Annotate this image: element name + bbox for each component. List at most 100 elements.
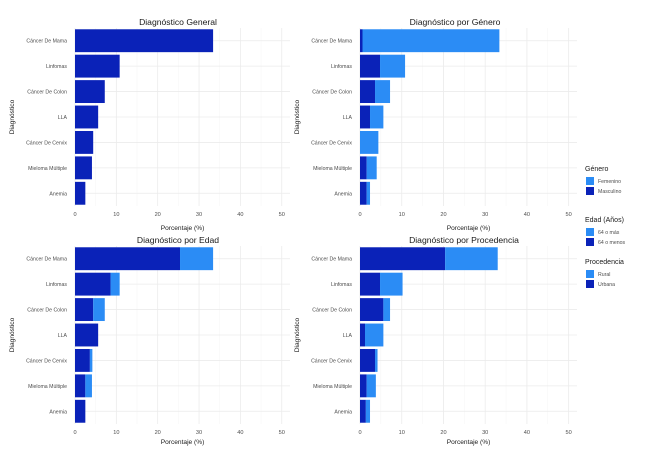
x-tick-label: 0 bbox=[358, 212, 361, 218]
bar-general-4-0 bbox=[75, 130, 94, 154]
bar-genero-6-0 bbox=[360, 181, 367, 205]
legend-title: Edad (Años) bbox=[585, 217, 624, 224]
bar-procedencia-5-1 bbox=[366, 374, 376, 398]
category-label: Cáncer De Mama bbox=[26, 39, 67, 45]
category-label: Cáncer De Mama bbox=[26, 257, 67, 263]
category-label: Anemia bbox=[49, 409, 67, 415]
legend-label: 64 o más bbox=[598, 230, 620, 236]
x-tick-label: 0 bbox=[73, 430, 76, 436]
category-label: Linfomas bbox=[46, 64, 67, 70]
legend-label: 64 o menos bbox=[598, 240, 626, 246]
bar-procedencia-6-0 bbox=[360, 399, 366, 423]
x-tick-label: 40 bbox=[524, 430, 530, 436]
category-label: Cáncer De Cervix bbox=[26, 140, 67, 146]
bar-general-3-0 bbox=[75, 105, 99, 129]
legend-swatch bbox=[586, 270, 594, 278]
bar-edad-2-0 bbox=[75, 298, 94, 322]
legend-edad: Edad (Años) 64 o más 64 o menos bbox=[585, 217, 626, 246]
legend-swatch bbox=[586, 238, 594, 246]
bar-genero-1-1 bbox=[380, 54, 406, 78]
bar-procedencia-4-1 bbox=[375, 348, 378, 372]
x-tick-label: 40 bbox=[524, 212, 530, 218]
bar-edad-2-1 bbox=[93, 298, 105, 322]
bar-procedencia-1-1 bbox=[380, 272, 403, 296]
bar-genero-5-1 bbox=[366, 156, 377, 180]
x-tick-label: 30 bbox=[196, 430, 202, 436]
bar-general-2-0 bbox=[75, 80, 105, 104]
x-tick-label: 20 bbox=[155, 212, 161, 218]
legend-label: Femenino bbox=[598, 179, 621, 185]
x-tick-label: 50 bbox=[566, 430, 572, 436]
legend-genero: Género Femenino Masculino bbox=[585, 166, 621, 195]
category-label: Linfomas bbox=[331, 282, 352, 288]
bar-edad-5-0 bbox=[75, 374, 86, 398]
category-label: Cáncer De Cervix bbox=[26, 358, 67, 364]
bar-procedencia-5-0 bbox=[360, 374, 367, 398]
legend-swatch bbox=[586, 177, 594, 185]
bar-genero-2-0 bbox=[360, 80, 376, 104]
x-tick-label: 0 bbox=[73, 212, 76, 218]
legend-label: Masculino bbox=[598, 189, 621, 195]
bar-procedencia-3-0 bbox=[360, 323, 366, 347]
bar-procedencia-3-1 bbox=[365, 323, 384, 347]
legend-label: Urbana bbox=[598, 282, 615, 288]
bar-edad-4-0 bbox=[75, 348, 90, 372]
category-label: Cáncer De Mama bbox=[311, 39, 352, 45]
x-tick-label: 0 bbox=[358, 430, 361, 436]
bar-genero-0-0 bbox=[360, 29, 363, 53]
chart-title: Diagnóstico por Género bbox=[410, 17, 501, 27]
chart-title: Diagnóstico por Procedencia bbox=[409, 235, 519, 245]
y-axis-title: Diagnóstico bbox=[9, 317, 16, 352]
category-label: LLA bbox=[343, 115, 353, 121]
x-tick-label: 50 bbox=[279, 212, 285, 218]
x-tick-label: 30 bbox=[482, 430, 488, 436]
bar-edad-3-0 bbox=[75, 323, 99, 347]
chart-title: Diagnóstico General bbox=[139, 17, 217, 27]
category-label: Cáncer De Cervix bbox=[311, 358, 352, 364]
bar-genero-2-1 bbox=[375, 80, 391, 104]
chart-panel-general: Cáncer De Mama Linfomas Cáncer De Colon LLA… bbox=[9, 17, 290, 232]
category-label: Mieloma Múltiple bbox=[313, 384, 352, 390]
x-tick-label: 10 bbox=[399, 430, 405, 436]
x-tick-label: 10 bbox=[113, 430, 119, 436]
category-label: Cáncer De Colon bbox=[312, 308, 352, 314]
x-tick-label: 20 bbox=[440, 212, 446, 218]
chart-panel-procedencia: Cáncer De Mama Linfomas Cáncer De Colon LLA… bbox=[294, 235, 577, 446]
legend-procedencia: Procedencia Rural Urbana bbox=[585, 259, 624, 288]
bar-edad-0-0 bbox=[75, 247, 181, 271]
x-tick-label: 40 bbox=[237, 430, 243, 436]
bar-edad-1-1 bbox=[110, 272, 120, 296]
category-label: Linfomas bbox=[331, 64, 352, 70]
x-tick-label: 40 bbox=[237, 212, 243, 218]
category-label: Cáncer De Cervix bbox=[311, 140, 352, 146]
bar-edad-1-0 bbox=[75, 272, 111, 296]
category-label: Mieloma Múltiple bbox=[28, 166, 67, 172]
chart-panel-genero: Cáncer De Mama Linfomas Cáncer De Colon LLA… bbox=[294, 17, 577, 232]
legend-swatch bbox=[586, 280, 594, 288]
bar-edad-0-1 bbox=[180, 247, 214, 271]
category-label: Cáncer De Mama bbox=[311, 257, 352, 263]
bar-procedencia-0-0 bbox=[360, 247, 446, 271]
category-label: LLA bbox=[343, 333, 353, 339]
category-label: LLA bbox=[58, 333, 68, 339]
bar-genero-0-1 bbox=[362, 29, 500, 53]
bar-procedencia-6-1 bbox=[365, 399, 371, 423]
chart-panel-edad: Cáncer De Mama Linfomas Cáncer De Colon LLA… bbox=[9, 235, 290, 446]
bar-genero-5-0 bbox=[360, 156, 367, 180]
bar-genero-4-1 bbox=[360, 130, 379, 154]
category-label: Linfomas bbox=[46, 282, 67, 288]
bar-general-0-0 bbox=[75, 29, 214, 53]
legend-title: Procedencia bbox=[585, 259, 624, 266]
category-label: Mieloma Múltiple bbox=[28, 384, 67, 390]
category-label: Cáncer De Colon bbox=[27, 90, 67, 96]
category-label: Cáncer De Colon bbox=[312, 90, 352, 96]
y-axis-title: Diagnóstico bbox=[294, 99, 301, 134]
category-label: Anemia bbox=[49, 191, 67, 197]
bar-genero-3-0 bbox=[360, 105, 371, 129]
category-label: Anemia bbox=[334, 409, 352, 415]
bar-edad-6-0 bbox=[75, 399, 86, 423]
x-tick-label: 10 bbox=[399, 212, 405, 218]
x-axis-title: Porcentaje (%) bbox=[447, 439, 491, 446]
